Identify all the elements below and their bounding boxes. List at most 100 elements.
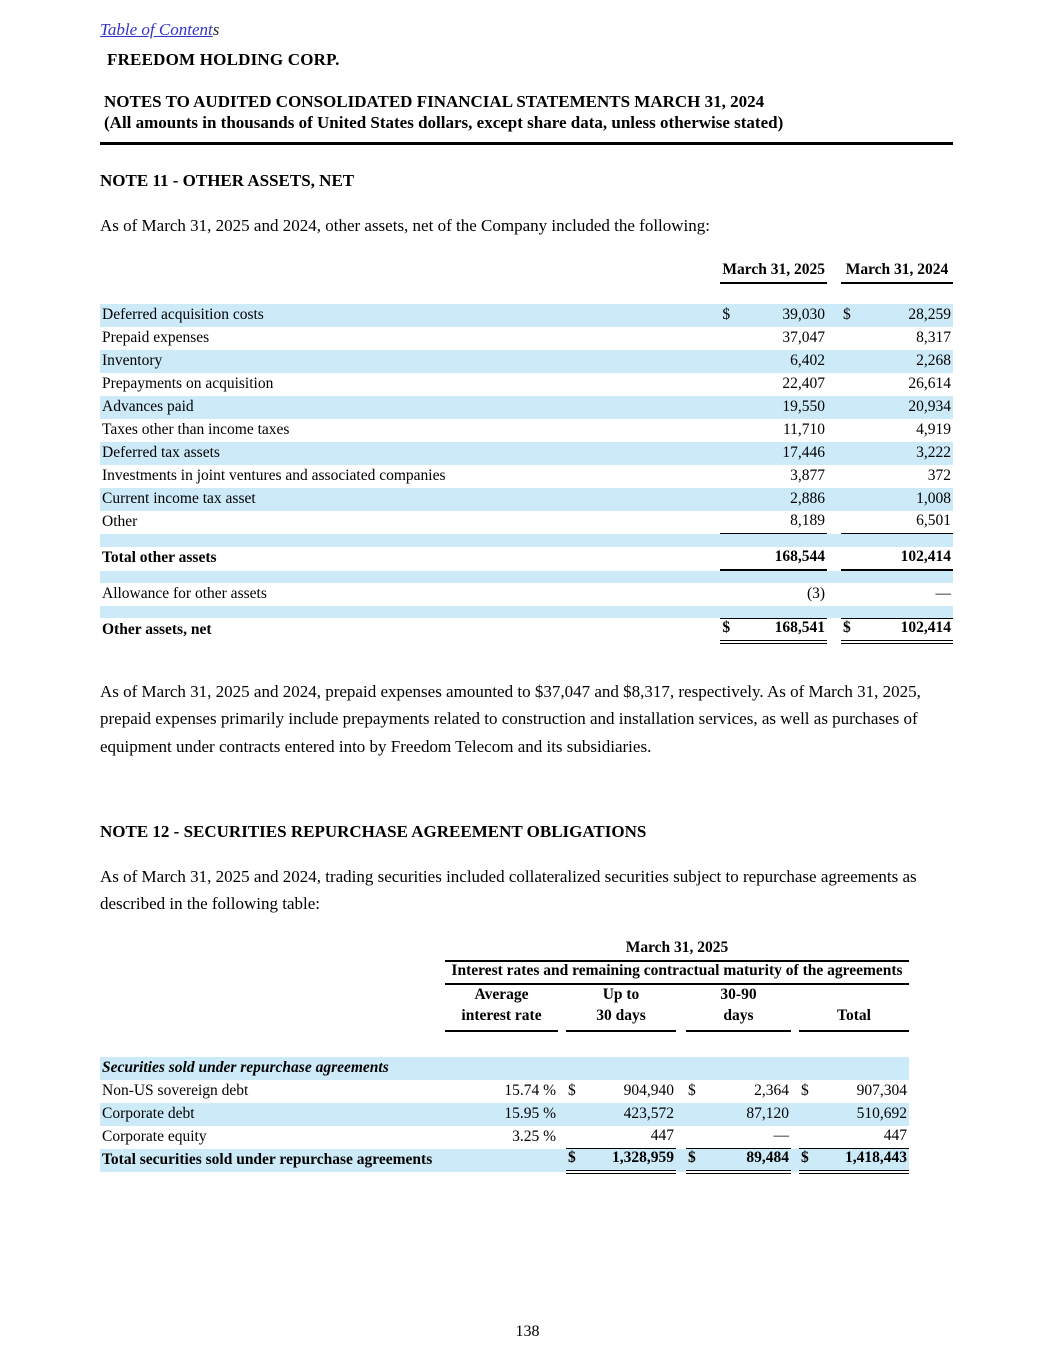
spacer-row xyxy=(100,283,953,304)
value-2025: 11,710 xyxy=(782,420,826,438)
table-of-contents-link[interactable]: Table of Content xyxy=(100,20,213,39)
value-2025: 19,550 xyxy=(782,397,826,415)
row-label: Total other assets xyxy=(102,548,217,566)
table-row: Investments in joint ventures and associ… xyxy=(100,465,953,488)
value-2024: 4,919 xyxy=(916,420,951,438)
value-2024: 3,222 xyxy=(916,443,951,461)
row-label: Taxes other than income taxes xyxy=(102,420,290,438)
value-2024: — xyxy=(935,584,952,602)
date-header-row: March 31, 2025 xyxy=(100,939,909,963)
repurchase-agreements-table: March 31, 2025 Interest rates and remain… xyxy=(100,939,909,1175)
column-header-march-2024: March 31, 2024 xyxy=(841,260,953,284)
value-total: 907,304 xyxy=(856,1081,907,1099)
average-interest-rate: 3.25 % xyxy=(512,1127,556,1145)
value-2024: 102,414 xyxy=(866,546,953,571)
value-2024: 102,414 xyxy=(866,618,953,645)
row-label: Advances paid xyxy=(102,397,194,415)
table-row: Other 8,189 6,501 xyxy=(100,510,953,535)
row-label: Investments in joint ventures and associ… xyxy=(102,466,446,484)
value-up-to-30-days: 904,940 xyxy=(623,1081,674,1099)
table-row: Corporate debt 15.95 % 423,572 87,120 51… xyxy=(100,1102,909,1126)
dollar-sign: $ xyxy=(688,1081,696,1099)
value-2025: 6,402 xyxy=(790,351,826,369)
value-2025: (3) xyxy=(806,584,826,602)
column-header-up-to-30-days: Up to 30 days xyxy=(566,984,676,1032)
table-row: Current income tax asset 2,886 1,008 xyxy=(100,487,953,511)
spacer-row xyxy=(100,1031,909,1057)
dollar-sign: $ xyxy=(722,305,731,323)
value-up-to-30-days: 423,572 xyxy=(623,1104,674,1122)
spacer-row xyxy=(100,533,953,547)
span-header-row: Interest rates and remaining contractual… xyxy=(100,961,909,986)
note12-intro: As of March 31, 2025 and 2024, trading s… xyxy=(100,866,917,913)
value-2024: 8,317 xyxy=(916,328,951,346)
value-2024: 20,934 xyxy=(908,397,951,415)
value-2025: 17,446 xyxy=(782,443,826,461)
other-assets-net-row: Other assets, net $ 168,541 $ 102,414 xyxy=(100,618,953,645)
header-divider xyxy=(100,141,953,145)
dollar-sign: $ xyxy=(568,1081,576,1099)
table-header-row: March 31, 2025 March 31, 2024 xyxy=(100,260,953,284)
value-2024: 26,614 xyxy=(908,374,951,392)
toc-line: Table of Contents xyxy=(100,20,953,40)
table-row: Non-US sovereign debt 15.74 % $ 904,940 … xyxy=(100,1080,909,1103)
value-30-90-days: 2,364 xyxy=(754,1081,789,1099)
column-header-row: Average interest rate Up to 30 days 30-90 d… xyxy=(100,984,909,1032)
document-title-line2: (All amounts in thousands of United Stat… xyxy=(104,113,784,133)
value-2024: 28,259 xyxy=(908,305,951,323)
total-other-assets-row: Total other assets 168,544 102,414 xyxy=(100,546,953,571)
note11-paragraph: As of March 31, 2025 and 2024, prepaid e… xyxy=(100,682,921,756)
row-label: Deferred tax assets xyxy=(102,443,220,461)
value-total: 1,418,443 xyxy=(821,1148,909,1175)
table-row: Inventory 6,402 2,268 xyxy=(100,349,953,373)
average-interest-rate: 15.74 % xyxy=(504,1081,556,1099)
page-number: 138 xyxy=(515,1323,540,1340)
row-label: Prepayments on acquisition xyxy=(102,374,274,392)
value-2025: 8,189 xyxy=(746,510,828,535)
dollar-sign: $ xyxy=(799,1148,821,1175)
value-2025: 3,877 xyxy=(790,466,826,484)
table-row: Corporate equity 3.25 % 447 — 447 xyxy=(100,1125,909,1150)
value-2025: 39,030 xyxy=(782,305,826,323)
dollar-sign: $ xyxy=(686,1148,708,1175)
row-label: Total securities sold under repurchase a… xyxy=(102,1151,433,1169)
section-header-row: Securities sold under repurchase agreeme… xyxy=(100,1056,909,1080)
document-title: NOTES TO AUDITED CONSOLIDATED FINANCIAL … xyxy=(104,91,953,134)
table-row: Taxes other than income taxes 11,710 4,9… xyxy=(100,419,953,442)
document-title-line1: NOTES TO AUDITED CONSOLIDATED FINANCIAL … xyxy=(104,92,765,111)
value-up-to-30-days: 447 xyxy=(588,1125,676,1150)
value-2025: 168,541 xyxy=(746,618,828,645)
toc-link-text[interactable]: Table of Content xyxy=(100,20,213,39)
column-header-march-2025: March 31, 2025 xyxy=(720,260,828,284)
column-header-average-interest-rate: Average interest rate xyxy=(445,984,558,1032)
row-label: Current income tax asset xyxy=(102,489,256,507)
spacer-row xyxy=(100,605,953,619)
total-row: Total securities sold under repurchase a… xyxy=(100,1148,909,1175)
table-row: Prepaid expenses 37,047 8,317 xyxy=(100,327,953,350)
value-2025: 37,047 xyxy=(782,328,826,346)
dollar-sign: $ xyxy=(841,618,867,645)
value-2025: 2,886 xyxy=(790,489,826,507)
table-row: Advances paid 19,550 20,934 xyxy=(100,395,953,419)
column-header-30-90-days: 30-90 days xyxy=(686,984,791,1032)
date-header: March 31, 2025 xyxy=(445,939,909,963)
note12-heading: NOTE 12 - SECURITIES REPURCHASE AGREEMEN… xyxy=(100,821,647,841)
table-row: Prepayments on acquisition 22,407 26,614 xyxy=(100,373,953,396)
dollar-sign: $ xyxy=(566,1148,588,1175)
company-name: FREEDOM HOLDING CORP. xyxy=(107,50,340,69)
dollar-sign: $ xyxy=(843,305,851,323)
value-2024: 2,268 xyxy=(916,351,951,369)
value-2024: 6,501 xyxy=(866,510,953,535)
section-label: Securities sold under repurchase agreeme… xyxy=(102,1058,389,1076)
row-label: Corporate debt xyxy=(102,1104,195,1122)
row-label: Other xyxy=(102,512,138,530)
row-label: Corporate equity xyxy=(102,1127,207,1145)
value-30-90-days: — xyxy=(708,1125,791,1150)
column-header-total: Total xyxy=(799,984,909,1032)
spacer-row xyxy=(100,569,953,583)
value-up-to-30-days: 1,328,959 xyxy=(588,1148,676,1175)
dollar-sign: $ xyxy=(801,1081,809,1099)
dollar-sign: $ xyxy=(720,618,747,645)
row-label: Non-US sovereign debt xyxy=(102,1081,249,1099)
